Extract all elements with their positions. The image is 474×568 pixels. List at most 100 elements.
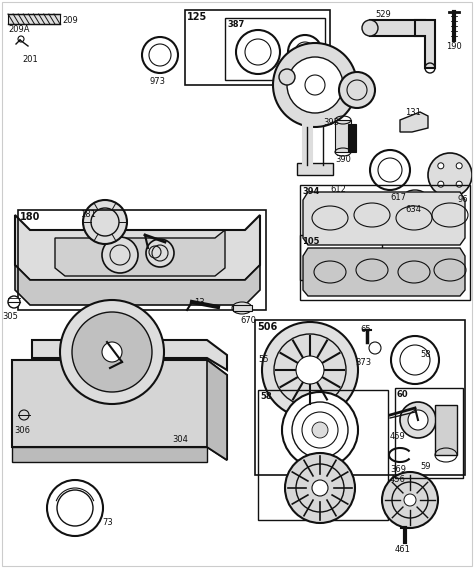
Text: 125: 125 <box>187 12 207 22</box>
Circle shape <box>149 44 171 66</box>
Circle shape <box>72 312 152 392</box>
Circle shape <box>382 472 438 528</box>
Text: 390: 390 <box>335 155 351 164</box>
Bar <box>18 210 266 310</box>
Text: 190: 190 <box>446 42 462 51</box>
Circle shape <box>262 322 358 418</box>
Circle shape <box>369 342 381 354</box>
Text: 393: 393 <box>323 118 339 127</box>
Circle shape <box>287 57 343 113</box>
Circle shape <box>279 69 295 85</box>
Polygon shape <box>12 360 227 460</box>
Text: 973: 973 <box>150 77 166 86</box>
Bar <box>435 405 457 455</box>
Polygon shape <box>415 20 435 68</box>
Polygon shape <box>207 360 227 460</box>
Text: 506: 506 <box>257 322 277 332</box>
Circle shape <box>456 163 462 169</box>
Polygon shape <box>15 265 260 305</box>
Bar <box>12 447 207 462</box>
Ellipse shape <box>405 190 425 200</box>
Text: 96: 96 <box>458 195 469 204</box>
Text: 612: 612 <box>330 185 346 194</box>
Text: 180: 180 <box>20 212 40 222</box>
Text: 59: 59 <box>420 462 430 471</box>
Polygon shape <box>8 14 60 24</box>
Circle shape <box>285 453 355 523</box>
Text: 459: 459 <box>390 432 406 441</box>
Circle shape <box>417 20 433 36</box>
Circle shape <box>8 296 20 308</box>
Polygon shape <box>303 248 465 296</box>
Circle shape <box>47 480 103 536</box>
Bar <box>348 124 356 152</box>
Circle shape <box>102 342 122 362</box>
Circle shape <box>236 30 280 74</box>
Text: 201: 201 <box>22 55 38 64</box>
Circle shape <box>391 336 439 384</box>
Circle shape <box>370 150 410 190</box>
Text: 373: 373 <box>355 358 371 367</box>
Text: 369: 369 <box>390 465 406 474</box>
Bar <box>225 18 325 80</box>
Text: 55: 55 <box>258 355 268 364</box>
Circle shape <box>438 181 444 187</box>
Bar <box>297 163 333 175</box>
Text: 461: 461 <box>395 545 411 554</box>
Circle shape <box>146 239 174 267</box>
Circle shape <box>404 494 416 506</box>
Text: 209: 209 <box>62 16 78 25</box>
Circle shape <box>273 43 357 127</box>
Circle shape <box>296 356 324 384</box>
Text: 60: 60 <box>397 390 409 399</box>
Text: 209A: 209A <box>8 25 29 34</box>
Circle shape <box>339 72 375 108</box>
Text: 73: 73 <box>102 518 113 527</box>
Circle shape <box>312 422 328 438</box>
Text: 529: 529 <box>375 10 391 19</box>
Bar <box>300 235 382 280</box>
Text: 634: 634 <box>405 205 421 214</box>
Bar <box>395 388 463 478</box>
Text: 181: 181 <box>80 210 96 219</box>
Circle shape <box>83 200 127 244</box>
Text: 394: 394 <box>302 187 319 196</box>
Bar <box>300 185 470 300</box>
Circle shape <box>60 300 164 404</box>
Circle shape <box>312 480 328 496</box>
Circle shape <box>438 163 444 169</box>
Ellipse shape <box>232 302 252 314</box>
Polygon shape <box>370 20 425 36</box>
Bar <box>255 320 465 475</box>
Text: 387: 387 <box>227 20 244 29</box>
Circle shape <box>428 153 472 197</box>
Text: 105: 105 <box>302 237 319 246</box>
Circle shape <box>102 237 138 273</box>
Text: 456: 456 <box>390 475 406 484</box>
Text: 304: 304 <box>172 435 188 444</box>
Text: 305: 305 <box>2 312 18 321</box>
Text: 306: 306 <box>14 426 30 435</box>
Bar <box>233 305 252 311</box>
Text: 58: 58 <box>260 392 272 401</box>
Circle shape <box>408 410 428 430</box>
Text: 65: 65 <box>360 325 371 334</box>
Polygon shape <box>55 230 225 276</box>
Polygon shape <box>400 112 428 132</box>
Circle shape <box>400 402 436 438</box>
Polygon shape <box>32 340 227 370</box>
Bar <box>335 120 351 152</box>
Text: 13: 13 <box>194 298 205 307</box>
Bar <box>337 254 357 263</box>
Bar <box>185 10 330 85</box>
Text: 58: 58 <box>420 350 430 359</box>
Circle shape <box>274 334 346 406</box>
Circle shape <box>456 181 462 187</box>
Circle shape <box>362 20 378 36</box>
Circle shape <box>142 37 178 73</box>
Text: 131: 131 <box>405 108 421 117</box>
Polygon shape <box>15 215 260 280</box>
Text: 617: 617 <box>390 193 406 202</box>
Bar <box>258 390 388 520</box>
Polygon shape <box>303 192 465 245</box>
